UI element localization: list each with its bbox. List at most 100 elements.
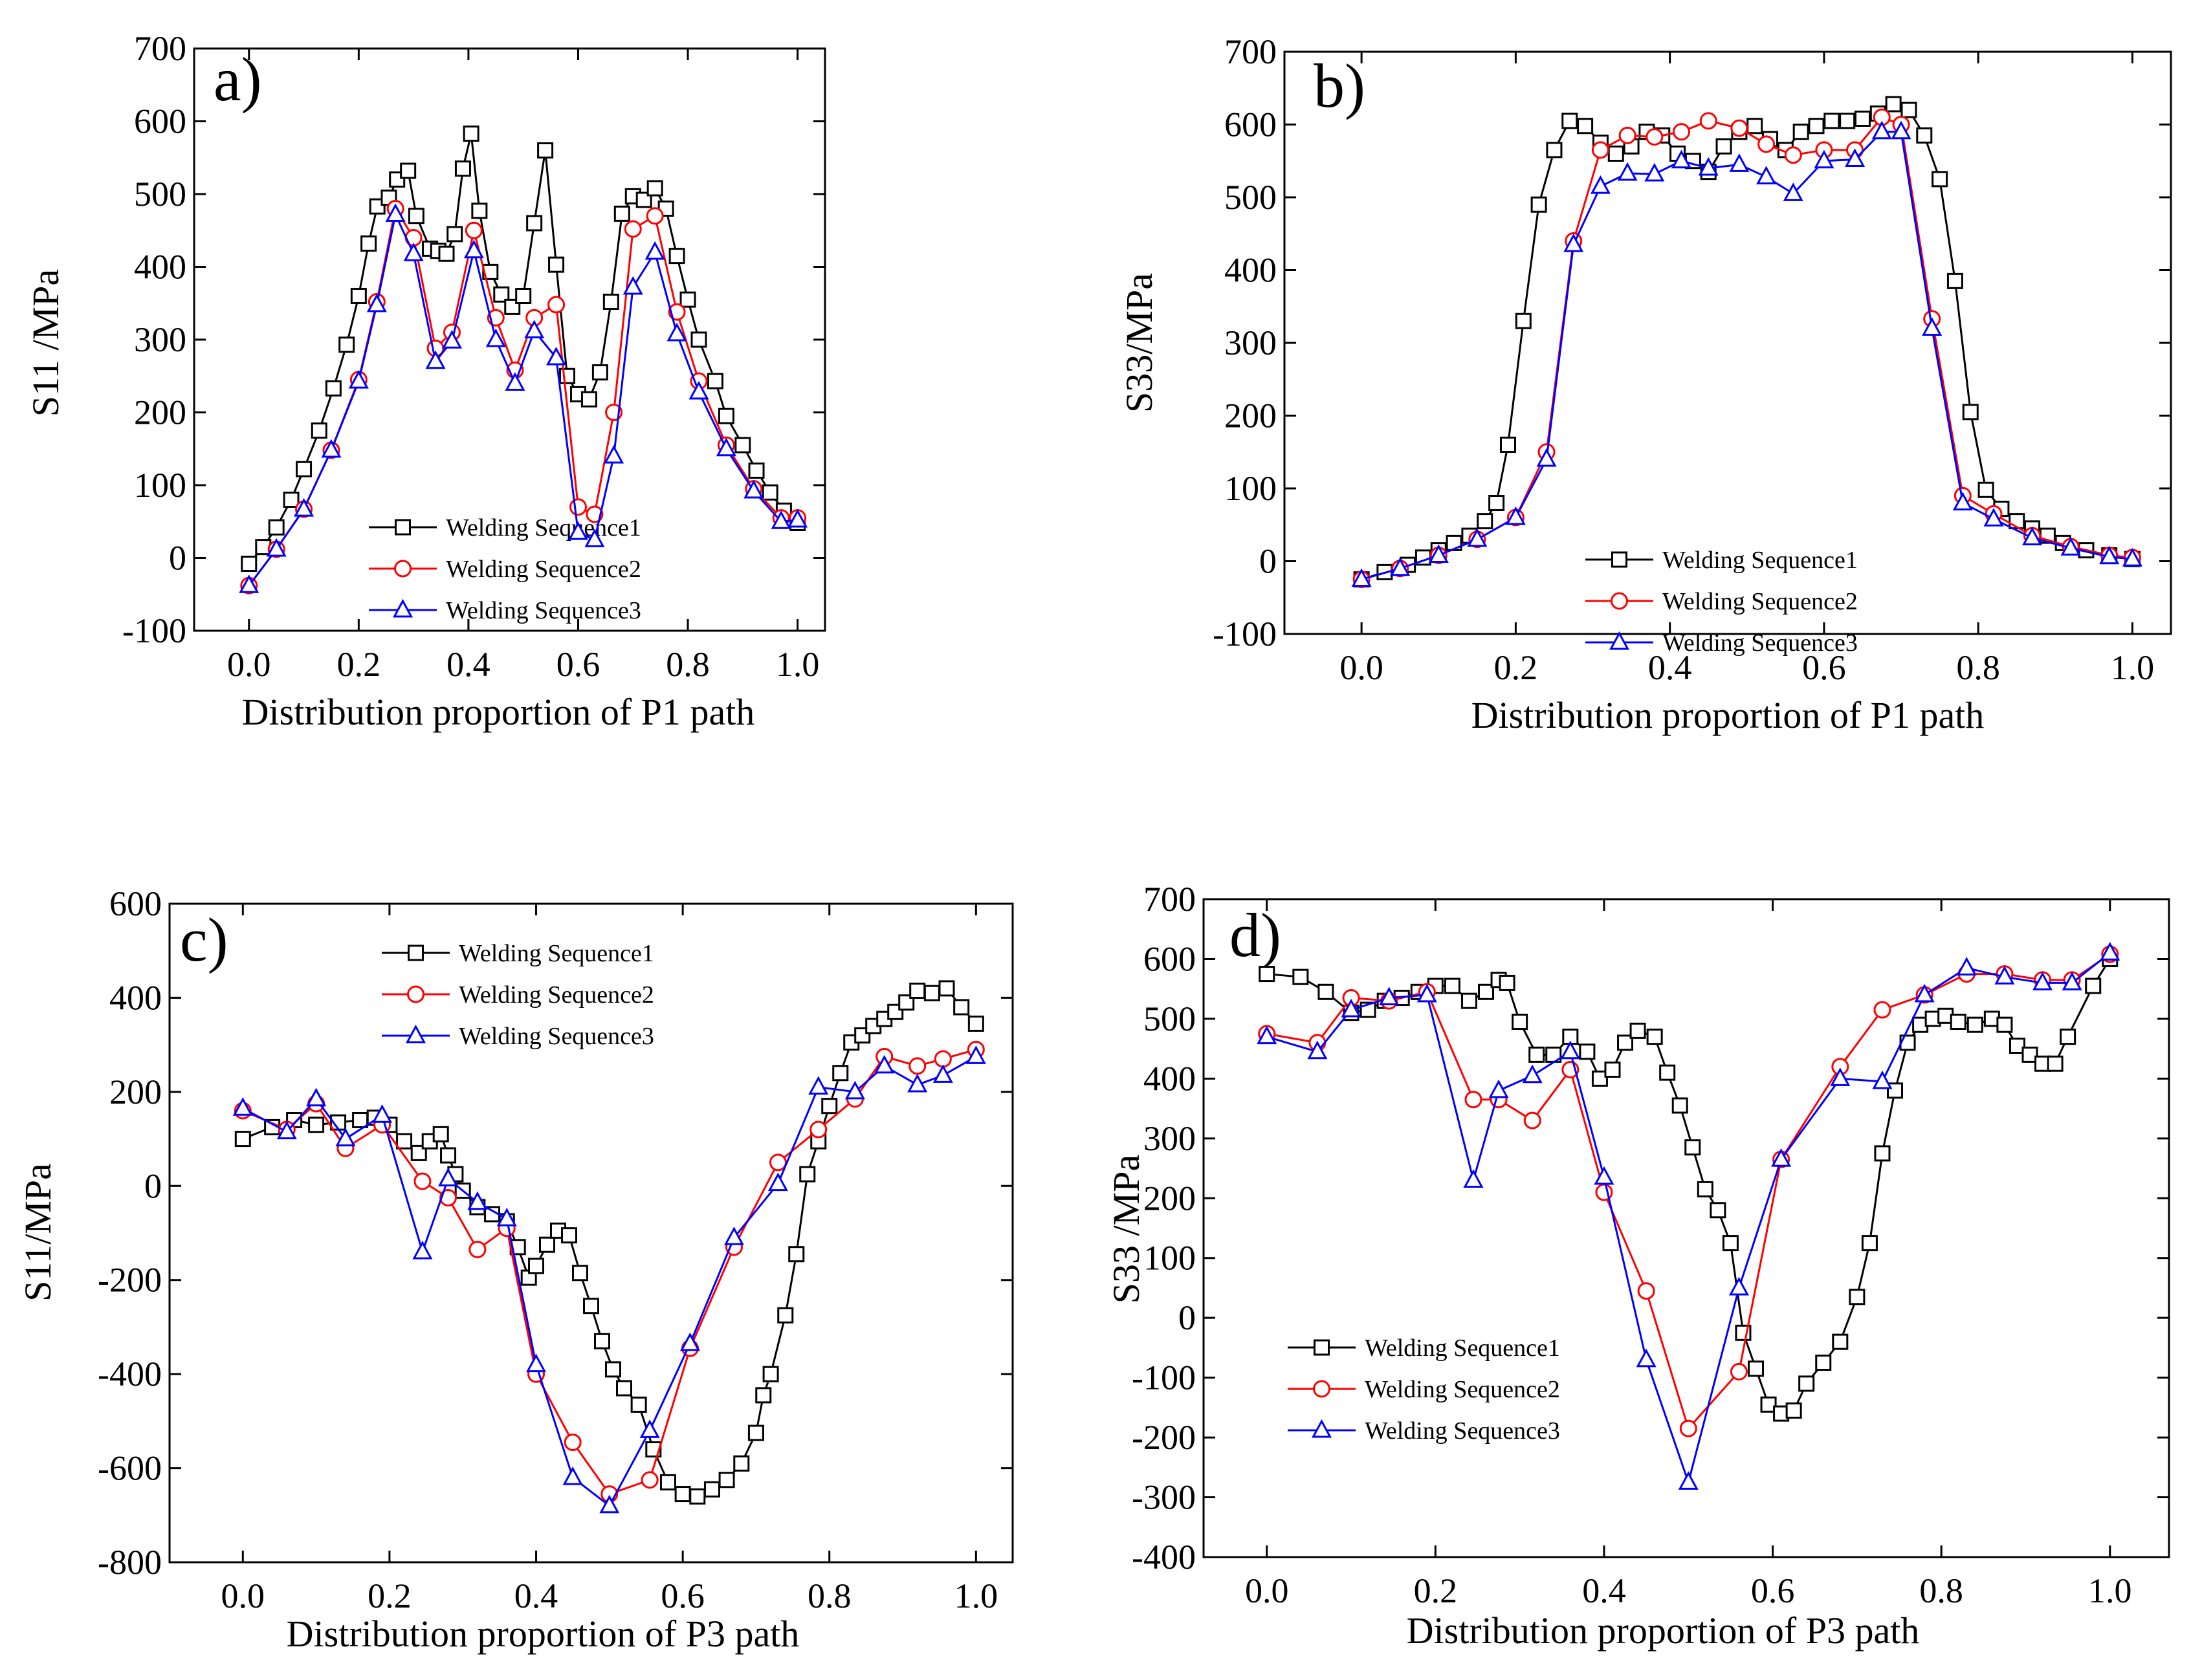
legend-marker: [405, 1024, 426, 1043]
data-point: [1488, 495, 1505, 511]
data-point: [584, 529, 605, 547]
y-tick-label: -400: [1132, 1538, 1196, 1576]
plot-frame: [168, 902, 1014, 1564]
y-axis-title: S11 /MPa: [25, 269, 67, 417]
data-point: [844, 1080, 865, 1100]
y-tick-label: 600: [134, 102, 186, 141]
y-tick-label: -100: [1132, 1358, 1196, 1397]
x-tick-label: 1.0: [954, 1576, 998, 1615]
legend-marker: [1313, 1380, 1330, 1398]
data-point: [923, 985, 940, 1001]
legend-label: Welding Sequence3: [1662, 629, 1858, 657]
data-point: [2062, 972, 2082, 990]
data-point: [440, 1147, 457, 1164]
x-tick-label: 0.6: [1751, 1571, 1795, 1610]
data-point: [438, 1168, 459, 1186]
y-tick-label: 700: [1224, 32, 1277, 71]
data-point: [1499, 437, 1516, 453]
data-point: [821, 1098, 838, 1115]
legend-label: Welding Sequence1: [1662, 547, 1858, 574]
data-point: [1966, 1016, 1983, 1033]
y-tick-label: 300: [1224, 323, 1277, 362]
x-tick-label: 0.2: [337, 645, 381, 684]
data-point: [468, 1240, 487, 1258]
data-point: [562, 1466, 583, 1485]
data-point: [615, 1380, 632, 1397]
legend-marker: [1311, 1419, 1332, 1438]
data-point: [1644, 162, 1665, 182]
data-point: [559, 367, 576, 384]
data-point: [1914, 983, 1935, 1003]
data-point: [733, 1455, 750, 1472]
y-tick-label: 200: [1224, 397, 1277, 435]
data-point: [788, 1246, 805, 1263]
legend-label: Welding Sequence2: [459, 981, 654, 1009]
data-point: [403, 243, 424, 261]
data-point: [1684, 1139, 1701, 1156]
y-tick-label: 400: [134, 248, 186, 287]
data-point: [1746, 118, 1763, 135]
legend-label: Welding Sequence2: [1365, 1376, 1560, 1403]
y-tick-label: 200: [134, 393, 186, 432]
data-point: [1505, 506, 1526, 525]
y-tick-label: -300: [1132, 1478, 1196, 1517]
data-point: [1259, 966, 1275, 983]
data-point: [338, 336, 355, 353]
y-tick-label: 600: [1224, 105, 1277, 144]
data-point: [1307, 1040, 1328, 1060]
data-point: [2032, 972, 2053, 990]
y-tick-label: 0: [169, 539, 186, 578]
data-point: [1952, 492, 1973, 510]
series-1: [241, 125, 806, 572]
data-point: [1577, 118, 1594, 135]
data-point: [296, 461, 313, 477]
data-point: [372, 1104, 393, 1123]
data-point: [580, 391, 597, 408]
data-point: [268, 519, 285, 536]
data-point: [1257, 1025, 1277, 1045]
data-point: [1523, 1111, 1541, 1129]
data-point: [1617, 1034, 1634, 1051]
data-point: [432, 1126, 449, 1142]
data-point: [1444, 977, 1460, 994]
data-point: [604, 1361, 621, 1378]
data-point: [743, 479, 764, 499]
data-point: [1728, 1276, 1749, 1296]
data-point: [410, 1144, 427, 1161]
data-point: [771, 510, 791, 529]
data-point: [1830, 1067, 1851, 1086]
data-point: [1671, 1097, 1688, 1114]
data-point: [454, 160, 471, 177]
panel-label: b): [1314, 51, 1365, 120]
legend-marker: [1609, 631, 1630, 650]
series-3: [1351, 120, 2142, 587]
data-point: [1922, 317, 1943, 336]
x-tick-label: 0.0: [227, 645, 271, 684]
data-point: [787, 508, 808, 528]
y-tick-label: 200: [109, 1073, 162, 1111]
y-axis-title: S11/MPa: [17, 1163, 59, 1302]
data-point: [526, 1353, 547, 1373]
data-point: [1872, 1070, 1893, 1089]
series-line: [1266, 952, 2111, 1486]
data-point: [2060, 1029, 2076, 1045]
data-point: [967, 1015, 984, 1032]
data-point: [412, 1240, 433, 1260]
data-point: [1885, 96, 1902, 113]
data-point: [524, 320, 545, 338]
data-point: [239, 574, 259, 593]
data-point: [569, 498, 587, 516]
legend-entry-2: Welding Sequence2: [382, 981, 654, 1009]
plot-frame: [1202, 898, 2170, 1558]
data-point: [567, 521, 588, 540]
data-point: [1756, 166, 1777, 184]
data-point: [1839, 113, 1856, 129]
data-point: [496, 1208, 517, 1227]
data-point: [352, 1111, 369, 1128]
data-point: [276, 1120, 297, 1140]
data-point: [1522, 1064, 1543, 1084]
data-point: [446, 226, 463, 243]
x-tick-label: 0.6: [661, 1576, 705, 1615]
data-point: [1996, 1016, 2013, 1033]
